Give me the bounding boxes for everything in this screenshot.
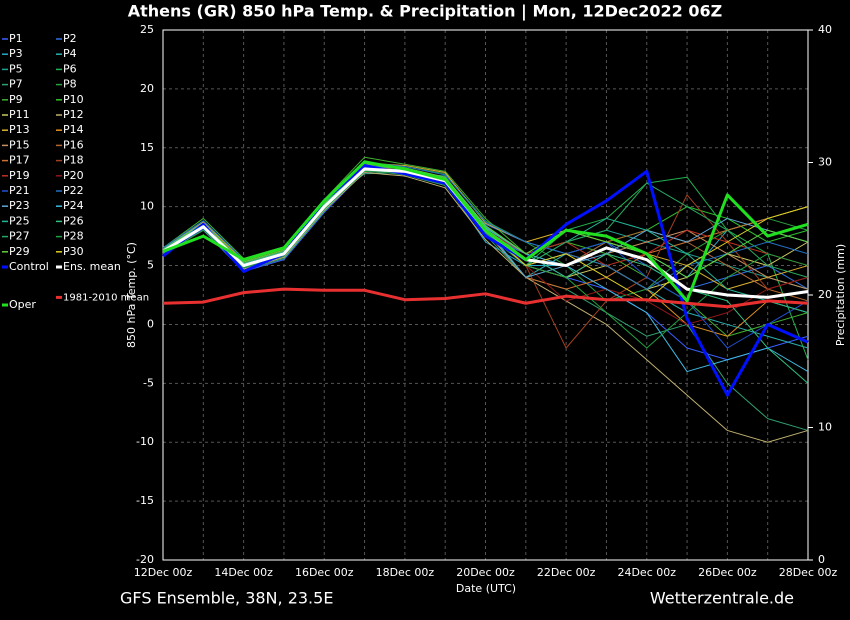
legend-label: P19: [9, 169, 30, 182]
y-tick-label: 10: [140, 200, 154, 213]
legend-label: P16: [63, 138, 84, 151]
x-tick-label: 28Dec 00z: [779, 566, 838, 579]
y2-tick-label: 40: [818, 23, 832, 36]
legend-label: P28: [63, 230, 84, 243]
x-tick-label: 24Dec 00z: [617, 566, 676, 579]
legend-label: P3: [9, 47, 23, 60]
series-line: [162, 163, 809, 397]
legend-label: P18: [63, 154, 84, 167]
y-tick-label: 20: [140, 82, 154, 95]
x-tick-label: 20Dec 00z: [456, 566, 515, 579]
legend-label: P22: [63, 184, 84, 197]
legend-label: P17: [9, 154, 30, 167]
legend-label: P25: [9, 214, 30, 227]
legend-label: P26: [63, 214, 84, 227]
legend-label: P1: [9, 32, 23, 45]
series-line: [162, 164, 809, 384]
y-tick-label: 25: [140, 23, 154, 36]
y2-tick-label: 20: [818, 288, 832, 301]
y2-tick-label: 10: [818, 421, 832, 434]
legend-label: P10: [63, 93, 84, 106]
legend-label: P11: [9, 108, 30, 121]
legend-label: Oper: [9, 298, 36, 311]
legend-label: P24: [63, 199, 84, 212]
legend-label: P13: [9, 123, 30, 136]
y-tick-label: -15: [136, 494, 154, 507]
y2-tick-label: 0: [818, 553, 825, 566]
legend-label: P9: [9, 93, 23, 106]
series-line: [162, 287, 809, 309]
footer-left: GFS Ensemble, 38N, 23.5E: [120, 589, 333, 608]
legend-label: P6: [63, 62, 77, 75]
y-tick-label: 0: [147, 317, 154, 330]
legend-label: Ens. mean: [63, 260, 121, 273]
y2-axis-label: Precipitation (mm): [834, 244, 847, 346]
x-tick-label: 22Dec 00z: [537, 566, 596, 579]
y2-tick-label: 30: [818, 156, 832, 169]
footer-right: Wetterzentrale.de: [650, 589, 794, 608]
y-tick-label: 15: [140, 141, 154, 154]
legend-label: 1981-2010 mean: [63, 292, 149, 303]
legend-label: P30: [63, 245, 84, 258]
legend-label: P7: [9, 78, 23, 91]
y-tick-label: -5: [143, 376, 154, 389]
legend-label: P8: [63, 78, 77, 91]
legend-label: P2: [63, 32, 77, 45]
y-tick-label: -10: [136, 435, 154, 448]
x-tick-label: 12Dec 00z: [134, 566, 193, 579]
x-tick-label: 26Dec 00z: [698, 566, 757, 579]
chart-title: Athens (GR) 850 hPa Temp. & Precipitatio…: [128, 2, 723, 22]
y-axis-label: 850 hPa Temp. (°C): [125, 242, 138, 348]
legend-label: P12: [63, 108, 84, 121]
x-tick-label: 16Dec 00z: [295, 566, 354, 579]
series-line: [162, 160, 809, 303]
x-tick-label: 14Dec 00z: [214, 566, 273, 579]
legend-label: Control: [9, 260, 49, 273]
legend-label: P21: [9, 184, 30, 197]
y-tick-label: 5: [147, 259, 154, 272]
legend-label: P27: [9, 230, 30, 243]
y-tick-label: -20: [136, 553, 154, 566]
legend-label: P15: [9, 138, 30, 151]
legend-label: P14: [63, 123, 84, 136]
plot-frame: [162, 29, 809, 561]
legend-label: P20: [63, 169, 84, 182]
legend-label: P5: [9, 62, 23, 75]
x-tick-label: 18Dec 00z: [376, 566, 435, 579]
legend-label: P23: [9, 199, 30, 212]
x-axis-label: Date (UTC): [456, 582, 516, 595]
legend-label: P4: [63, 47, 77, 60]
legend-label: P29: [9, 245, 30, 258]
